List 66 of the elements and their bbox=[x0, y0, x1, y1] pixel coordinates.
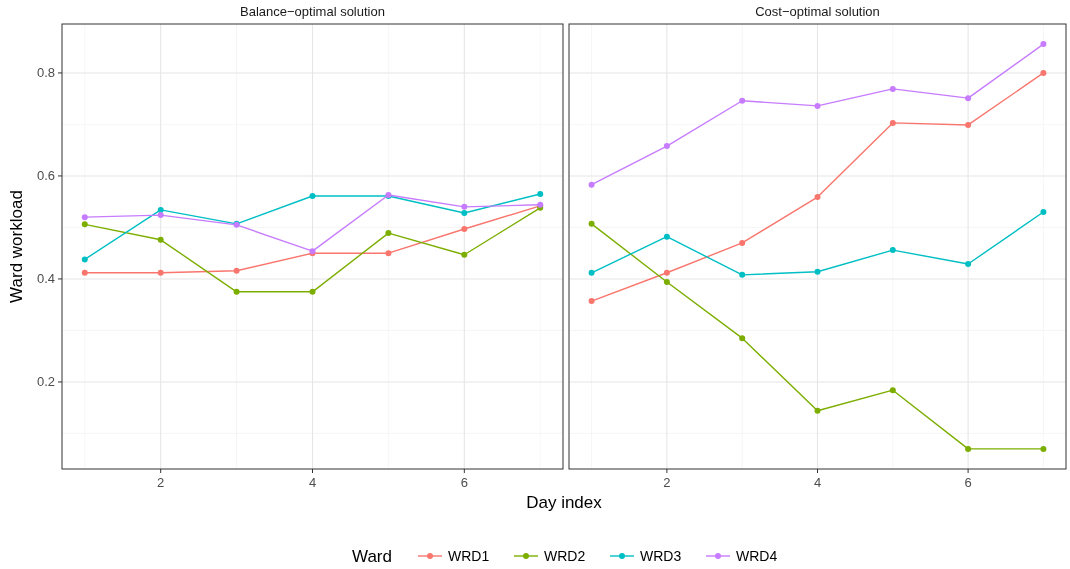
y-tick-label: 0.8 bbox=[36, 65, 55, 81]
point bbox=[588, 298, 595, 305]
point bbox=[814, 268, 821, 275]
point bbox=[814, 102, 821, 109]
point bbox=[385, 230, 392, 237]
legend-label: WRD4 bbox=[736, 548, 778, 564]
x-tick-label: 6 bbox=[964, 475, 972, 490]
point bbox=[385, 250, 392, 257]
point bbox=[965, 261, 972, 268]
point bbox=[157, 212, 164, 219]
x-tick-label: 2 bbox=[157, 475, 165, 490]
point bbox=[81, 256, 88, 263]
point bbox=[965, 445, 972, 452]
point bbox=[461, 203, 468, 210]
y-tick-label: 0.2 bbox=[36, 374, 55, 390]
y-tick-label: 0.4 bbox=[36, 271, 55, 287]
legend-title: Ward bbox=[352, 547, 392, 566]
point bbox=[309, 193, 316, 200]
point bbox=[663, 279, 670, 286]
point bbox=[1040, 41, 1047, 48]
point bbox=[81, 221, 88, 228]
point bbox=[739, 335, 746, 342]
point bbox=[889, 387, 896, 394]
point bbox=[663, 233, 670, 240]
y-tick-label: 0.6 bbox=[36, 168, 55, 184]
point bbox=[309, 288, 316, 295]
point bbox=[1040, 208, 1047, 215]
y-axis-title: Ward workload bbox=[7, 190, 26, 303]
legend-label: WRD1 bbox=[448, 548, 490, 564]
point bbox=[889, 119, 896, 126]
legend-label: WRD2 bbox=[544, 548, 586, 564]
chart-title: Cost−optimal solution bbox=[755, 4, 880, 19]
point bbox=[739, 97, 746, 104]
legend-label: WRD3 bbox=[640, 548, 682, 564]
point bbox=[157, 206, 164, 213]
point bbox=[233, 267, 240, 274]
point bbox=[157, 269, 164, 276]
point bbox=[461, 225, 468, 232]
point bbox=[588, 269, 595, 276]
point bbox=[889, 85, 896, 92]
point bbox=[157, 236, 164, 243]
point bbox=[814, 407, 821, 414]
x-axis-title: Day index bbox=[526, 493, 603, 512]
point bbox=[537, 190, 544, 197]
point bbox=[1040, 69, 1047, 76]
point bbox=[461, 210, 468, 217]
point bbox=[81, 214, 88, 221]
x-tick-label: 4 bbox=[308, 475, 317, 490]
point bbox=[814, 194, 821, 201]
point bbox=[663, 269, 670, 276]
point bbox=[663, 143, 670, 150]
point bbox=[889, 247, 896, 254]
chart-title: Balance−optimal solution bbox=[240, 4, 385, 19]
point bbox=[965, 121, 972, 128]
point bbox=[588, 181, 595, 188]
x-tick-label: 4 bbox=[813, 475, 822, 490]
point bbox=[1040, 445, 1047, 452]
point bbox=[461, 251, 468, 258]
x-tick-label: 6 bbox=[460, 475, 468, 490]
point bbox=[81, 269, 88, 276]
point bbox=[739, 271, 746, 278]
point bbox=[588, 220, 595, 227]
x-tick-label: 2 bbox=[663, 475, 671, 490]
point bbox=[233, 288, 240, 295]
point bbox=[965, 95, 972, 102]
point bbox=[739, 239, 746, 246]
